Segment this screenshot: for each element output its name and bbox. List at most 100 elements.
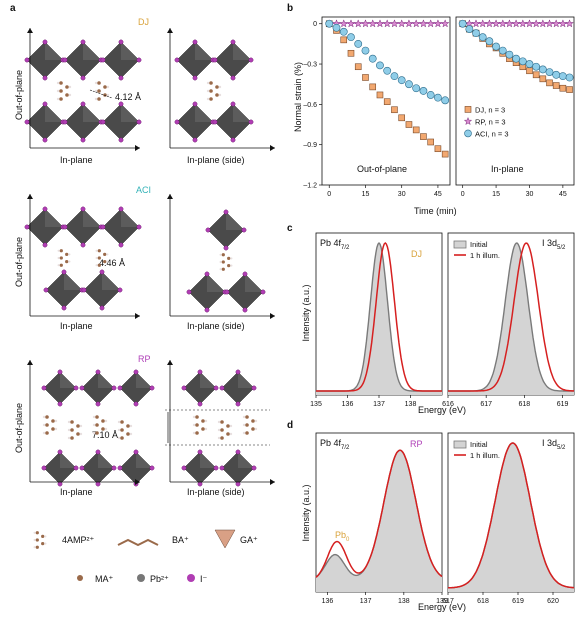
rp-organic-3-h3 bbox=[129, 432, 133, 436]
aci-organic-1-h0 bbox=[95, 249, 98, 252]
rp-octahedron-5-iodide-2 bbox=[57, 481, 63, 487]
legend-4amp-icon-c1 bbox=[41, 534, 45, 539]
b-point-rp-1-15 bbox=[558, 19, 568, 28]
aci-axes-left-arrow-h bbox=[135, 313, 140, 319]
dj-organic-2-c2 bbox=[209, 89, 213, 93]
b-point-dj-1-10 bbox=[526, 67, 533, 75]
rp-organic-3-h0 bbox=[117, 420, 121, 424]
b-point-aci-1-6 bbox=[498, 46, 507, 55]
c-right-xtick-label-0: 616 bbox=[442, 401, 454, 408]
section-title-rp: RP bbox=[138, 354, 151, 364]
b-point-aci-1-12 bbox=[538, 65, 547, 74]
b-point-aci-0-14 bbox=[426, 91, 435, 99]
b-point-aci-0-0 bbox=[325, 19, 334, 28]
rp-octahedron-2-face bbox=[136, 372, 152, 388]
dj-octahedron-0-0-iodide-0 bbox=[42, 39, 48, 45]
c-left-xtick-label-0: 135 bbox=[310, 401, 322, 408]
dj-organic-1-c0 bbox=[97, 81, 101, 85]
rp-octahedron-8-iodide-1 bbox=[213, 465, 219, 471]
legend-4amp-icon-c0 bbox=[35, 531, 39, 535]
rp-organic-2-h2 bbox=[92, 423, 96, 427]
dj-octahedron-1-2-face bbox=[121, 104, 139, 122]
b-point-rp-0-4 bbox=[353, 19, 363, 28]
d-right-legend-initial: Initial bbox=[470, 440, 488, 449]
b-point-dj-0-2 bbox=[340, 36, 348, 44]
dj-axes-left-arrow-h bbox=[135, 145, 140, 151]
rp-organic-6-c0 bbox=[245, 415, 249, 419]
b-point-aci-0-13 bbox=[419, 87, 428, 95]
rp-organic-2-c3 bbox=[101, 427, 105, 431]
rp-organic-3-c3 bbox=[126, 432, 130, 436]
b-point-rp-1-11 bbox=[531, 19, 541, 28]
b-xtick-label-1-3: 45 bbox=[559, 191, 567, 198]
rp-organic-3-c4 bbox=[120, 436, 124, 440]
b-point-aci-0-2 bbox=[339, 27, 348, 36]
dj-organic-2-c1 bbox=[215, 85, 219, 89]
b-legend-marker-2 bbox=[464, 129, 472, 138]
dj-distance-line bbox=[89, 89, 113, 99]
b-point-dj-0-14 bbox=[427, 138, 434, 146]
dj-organic-0-c2 bbox=[59, 89, 63, 93]
rp-octahedron-4-iodide-1 bbox=[251, 385, 257, 391]
rp-organic-4-h4 bbox=[192, 431, 196, 435]
b-point-dj-0-11 bbox=[405, 121, 413, 128]
b-point-rp-1-7 bbox=[505, 19, 514, 28]
c-left-xtick-label-1: 136 bbox=[342, 401, 354, 408]
b-point-rp-0-12 bbox=[411, 19, 421, 28]
dj-octahedron-1-3-iodide-2 bbox=[192, 137, 198, 143]
rp-organic-5-c2 bbox=[220, 428, 224, 432]
d-right-illum-line bbox=[448, 442, 575, 589]
aci-organic-2-h2 bbox=[219, 260, 222, 264]
dj-axes-right-arrow-v bbox=[167, 28, 173, 33]
b-legend-marker-0 bbox=[464, 106, 472, 113]
rp-octahedron-9-iodide-0 bbox=[235, 449, 241, 455]
c-left-initial-fill bbox=[316, 243, 442, 395]
rp-organic-4-c3 bbox=[201, 427, 205, 431]
legend-i: I⁻ bbox=[200, 574, 208, 584]
aci-organic-1-c3 bbox=[103, 259, 107, 264]
b-point-rp-1-3 bbox=[478, 19, 487, 28]
dj-octahedron-0-3-iodide-2 bbox=[192, 75, 198, 81]
rp-octahedron-1-iodide-2 bbox=[95, 401, 101, 407]
aci-octahedron-0-face bbox=[45, 209, 63, 227]
legend-ba-icon bbox=[117, 538, 159, 547]
d-right-xtick-label-3: 620 bbox=[547, 598, 559, 605]
aci-organic-1-c0 bbox=[97, 249, 101, 253]
dj-organic-0-h2 bbox=[56, 89, 60, 93]
rp-organic-2-c4 bbox=[95, 431, 99, 435]
b-xtick-label-1-2: 30 bbox=[526, 191, 534, 198]
rp-organic-0-h1 bbox=[54, 419, 58, 423]
b-point-dj-0-4 bbox=[354, 63, 362, 71]
b-point-rp-0-8 bbox=[382, 19, 392, 28]
dj-octahedron-1-4-face bbox=[233, 104, 251, 122]
rp-organic-2-c2 bbox=[95, 423, 99, 427]
dj-octahedron-1-3-face bbox=[195, 104, 213, 122]
rp-organic-0-c4 bbox=[45, 431, 49, 435]
legend-pb-icon bbox=[137, 574, 145, 582]
dj-organic-1-h0 bbox=[94, 81, 98, 85]
section-title-aci: ACI bbox=[136, 185, 152, 195]
aci-octahedron-4-iodide-0 bbox=[99, 269, 105, 275]
rp-octahedron-0-iodide-1 bbox=[73, 385, 79, 391]
aci-organic-0-c3 bbox=[65, 259, 69, 264]
b-point-aci-1-4 bbox=[485, 37, 494, 46]
aci-organic-2-h3 bbox=[230, 264, 233, 267]
b-point-aci-1-15 bbox=[558, 72, 567, 81]
dj-organic-2-h3 bbox=[218, 93, 222, 97]
b-point-aci-0-1 bbox=[332, 23, 341, 32]
rp-organic-6-c2 bbox=[245, 423, 249, 427]
b-point-rp-0-13 bbox=[419, 19, 428, 28]
dj-organic-1-c4 bbox=[97, 97, 101, 101]
aci-organic-1-c2 bbox=[97, 256, 101, 260]
rp-organic-5-c4 bbox=[220, 436, 224, 440]
b-legend-label-0: DJ, n = 3 bbox=[475, 105, 505, 114]
b-point-rp-0-14 bbox=[426, 19, 435, 28]
rp-organic-1-h4 bbox=[67, 436, 71, 440]
rp-octahedron-3-iodide-0 bbox=[197, 369, 203, 375]
aci-octahedron-1-iodide-2 bbox=[80, 242, 86, 248]
rp-organic-4-c4 bbox=[195, 431, 199, 435]
dj-octahedron-0-1-iodide-3 bbox=[62, 57, 68, 63]
rp-octahedron-4-iodide-3 bbox=[219, 385, 225, 391]
b-point-aci-1-2 bbox=[472, 29, 480, 38]
dj-octahedron-1-3-iodide-3 bbox=[174, 119, 180, 125]
